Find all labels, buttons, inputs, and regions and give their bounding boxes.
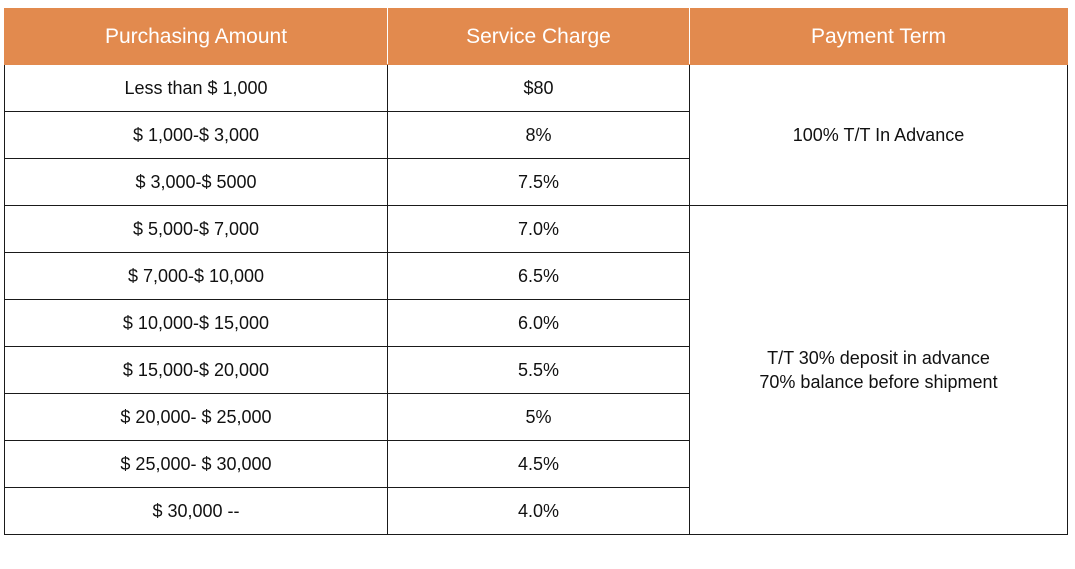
table-row: $ 1,000-$ 3,000 8%: [4, 111, 1068, 159]
table-row: $ 3,000-$ 5000 7.5%: [4, 158, 1068, 206]
service-charge-cell: 6.0%: [387, 299, 690, 347]
service-charge-cell: 7.0%: [387, 205, 690, 253]
table-row: $ 25,000- $ 30,000 4.5%: [4, 440, 1068, 488]
service-charge-cell: 5%: [387, 393, 690, 441]
payment-term-cell: T/T 30% deposit in advance 70% balance b…: [689, 205, 1068, 535]
purchasing-amount-cell: $ 7,000-$ 10,000: [4, 252, 388, 300]
table-row: $ 15,000-$ 20,000 5.5%: [4, 346, 1068, 394]
header-service-charge: Service Charge: [387, 8, 690, 65]
service-charge-cell: 6.5%: [387, 252, 690, 300]
table-row: $ 5,000-$ 7,000 7.0% T/T 30% deposit in …: [4, 205, 1068, 535]
header-payment-term: Payment Term: [689, 8, 1068, 65]
purchasing-amount-cell: $ 5,000-$ 7,000: [4, 205, 388, 253]
table-row: $ 30,000 -- 4.0%: [4, 487, 1068, 535]
table-row: $ 10,000-$ 15,000 6.0%: [4, 299, 1068, 347]
service-charge-cell: 7.5%: [387, 158, 690, 206]
purchasing-amount-cell: $ 10,000-$ 15,000: [4, 299, 388, 347]
service-charge-cell: $80: [387, 64, 690, 112]
purchasing-amount-cell: $ 25,000- $ 30,000: [4, 440, 388, 488]
purchasing-amount-cell: $ 30,000 --: [4, 487, 388, 535]
service-charge-cell: 5.5%: [387, 346, 690, 394]
purchasing-amount-cell: $ 20,000- $ 25,000: [4, 393, 388, 441]
purchasing-amount-cell: $ 3,000-$ 5000: [4, 158, 388, 206]
payment-term-line: 100% T/T In Advance: [792, 125, 965, 145]
purchasing-amount-cell: Less than $ 1,000: [4, 64, 388, 112]
service-charge-cell: 8%: [387, 111, 690, 159]
purchasing-amount-cell: $ 1,000-$ 3,000: [4, 111, 388, 159]
table-row: $ 20,000- $ 25,000 5%: [4, 393, 1068, 441]
service-charge-cell: 4.0%: [387, 487, 690, 535]
purchasing-amount-cell: $ 15,000-$ 20,000: [4, 346, 388, 394]
service-charge-cell: 4.5%: [387, 440, 690, 488]
service-charge-table: Purchasing Amount Service Charge Payment…: [4, 8, 1068, 535]
payment-term-line: T/T 30% deposit in advance: [767, 348, 990, 368]
payment-term-cell: 100% T/T In Advance: [689, 64, 1068, 206]
payment-term-line: 70% balance before shipment: [759, 372, 998, 392]
table-row: $ 7,000-$ 10,000 6.5%: [4, 252, 1068, 300]
header-purchasing-amount: Purchasing Amount: [4, 8, 388, 65]
table-row: Less than $ 1,000 $80 100% T/T In Advanc…: [4, 64, 1068, 206]
table-header-row: Purchasing Amount Service Charge Payment…: [4, 8, 1068, 65]
